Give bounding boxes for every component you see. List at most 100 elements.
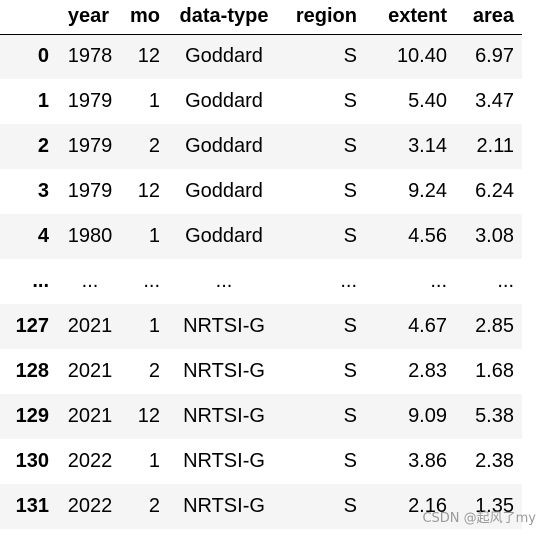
cell-extent: 4.56 <box>408 225 447 247</box>
table-row: 131 2022 2 NRTSI-G S 2.16 1.35 <box>0 484 522 529</box>
cell-mo: 2 <box>148 135 160 157</box>
cell-area: 1.68 <box>475 360 514 382</box>
table-row: 3 1979 12 Goddard S 9.24 6.24 <box>0 169 522 214</box>
cell-year: 1979 <box>67 180 113 202</box>
cell-area: 3.47 <box>475 90 514 112</box>
row-index: 1 <box>37 90 49 112</box>
cell-year: 2021 <box>67 360 113 382</box>
cell-region: S <box>343 405 357 427</box>
row-index: 131 <box>15 495 49 517</box>
row-index: 127 <box>15 315 49 337</box>
cell-extent: ... <box>430 270 447 292</box>
cell-extent: 3.14 <box>408 135 447 157</box>
cell-mo: 1 <box>148 225 160 247</box>
column-header-area: area <box>455 0 522 35</box>
cell-area: ... <box>497 270 514 292</box>
cell-region: S <box>343 315 357 337</box>
row-index: 3 <box>37 180 49 202</box>
cell-area: 2.11 <box>476 135 514 157</box>
watermark-text: CSDN @起风了my <box>422 511 536 526</box>
cell-year: 2022 <box>67 495 113 517</box>
cell-year: 2021 <box>67 405 113 427</box>
cell-extent: 2.83 <box>408 360 447 382</box>
cell-area: 5.38 <box>475 405 514 427</box>
cell-data-type: Goddard <box>185 135 263 157</box>
cell-area: 6.97 <box>475 45 514 68</box>
column-header-region: region <box>280 0 365 35</box>
column-header-mo: mo <box>117 0 168 35</box>
row-index: 4 <box>37 225 49 247</box>
cell-area: 2.85 <box>475 315 514 337</box>
cell-extent: 9.24 <box>408 180 447 202</box>
cell-region: S <box>343 360 357 382</box>
table-row: 2 1979 2 Goddard S 3.14 2.11 <box>0 124 522 169</box>
cell-extent: 9.09 <box>408 405 447 427</box>
cell-data-type: NRTSI-G <box>183 360 265 382</box>
cell-region: S <box>343 450 357 472</box>
row-index: 130 <box>15 450 49 472</box>
cell-area: 6.24 <box>475 180 514 202</box>
cell-mo: 12 <box>137 180 160 202</box>
cell-data-type: Goddard <box>185 45 263 68</box>
cell-year: ... <box>81 270 99 292</box>
dataframe-output: year mo data-type region extent area 0 19… <box>0 0 522 529</box>
cell-mo: 1 <box>148 90 160 112</box>
cell-mo: 12 <box>137 45 160 68</box>
table-row: ..................... <box>0 259 522 304</box>
cell-data-type: Goddard <box>185 225 263 247</box>
table-body: 0 1978 12 Goddard S 10.40 6.97 1 1979 1 Goddard S 5.… <box>0 34 522 529</box>
cell-extent: 5.40 <box>408 90 447 112</box>
cell-year: 1979 <box>67 135 113 157</box>
cell-area: 3.08 <box>475 225 514 247</box>
column-header-year: year <box>57 0 117 35</box>
cell-data-type: NRTSI-G <box>183 450 265 472</box>
cell-extent: 3.86 <box>408 450 447 472</box>
cell-year: 2022 <box>67 450 113 472</box>
cell-year: 1980 <box>67 225 113 247</box>
cell-mo: 12 <box>137 405 160 427</box>
row-index: ... <box>32 270 49 292</box>
row-index: 128 <box>15 360 49 382</box>
cell-region: S <box>343 495 357 517</box>
cell-data-type: ... <box>215 270 233 292</box>
cell-extent: 4.67 <box>408 315 447 337</box>
cell-year: 2021 <box>67 315 113 337</box>
cell-mo: 2 <box>148 495 160 517</box>
cell-region: S <box>343 45 357 68</box>
cell-region: ... <box>340 270 357 292</box>
header-row: year mo data-type region extent area <box>0 0 522 35</box>
row-index: 129 <box>15 405 49 427</box>
cell-data-type: NRTSI-G <box>183 495 265 517</box>
table-row: 129 2021 12 NRTSI-G S 9.09 5.38 <box>0 394 522 439</box>
cell-year: 1978 <box>67 45 113 68</box>
cell-region: S <box>343 135 357 157</box>
cell-area: 2.38 <box>475 450 514 472</box>
table-row: 127 2021 1 NRTSI-G S 4.67 2.85 <box>0 304 522 349</box>
index-header <box>0 0 57 35</box>
column-header-data-type: data-type <box>168 0 280 35</box>
cell-extent: 2.16 <box>408 495 447 517</box>
cell-region: S <box>343 225 357 247</box>
row-index: 0 <box>37 45 49 68</box>
table-row: 1 1979 1 Goddard S 5.40 3.47 <box>0 79 522 124</box>
cell-region: S <box>343 90 357 112</box>
table-row: 128 2021 2 NRTSI-G S 2.83 1.68 <box>0 349 522 394</box>
cell-mo: 1 <box>148 315 160 337</box>
cell-region: S <box>343 180 357 202</box>
cell-mo: 2 <box>148 360 160 382</box>
cell-data-type: NRTSI-G <box>183 315 265 337</box>
cell-data-type: NRTSI-G <box>183 405 265 427</box>
row-index: 2 <box>37 135 49 157</box>
cell-area: 1.35 <box>475 495 514 517</box>
cell-mo: 1 <box>148 450 160 472</box>
column-header-extent: extent <box>365 0 455 35</box>
table-row: 0 1978 12 Goddard S 10.40 6.97 <box>0 34 522 79</box>
dataframe-table: year mo data-type region extent area 0 19… <box>0 0 522 529</box>
table-header: year mo data-type region extent area <box>0 0 522 35</box>
cell-extent: 10.40 <box>396 45 447 68</box>
cell-data-type: Goddard <box>185 180 263 202</box>
cell-data-type: Goddard <box>185 90 263 112</box>
cell-mo: ... <box>143 270 160 292</box>
table-row: 130 2022 1 NRTSI-G S 3.86 2.38 <box>0 439 522 484</box>
table-row: 4 1980 1 Goddard S 4.56 3.08 <box>0 214 522 259</box>
